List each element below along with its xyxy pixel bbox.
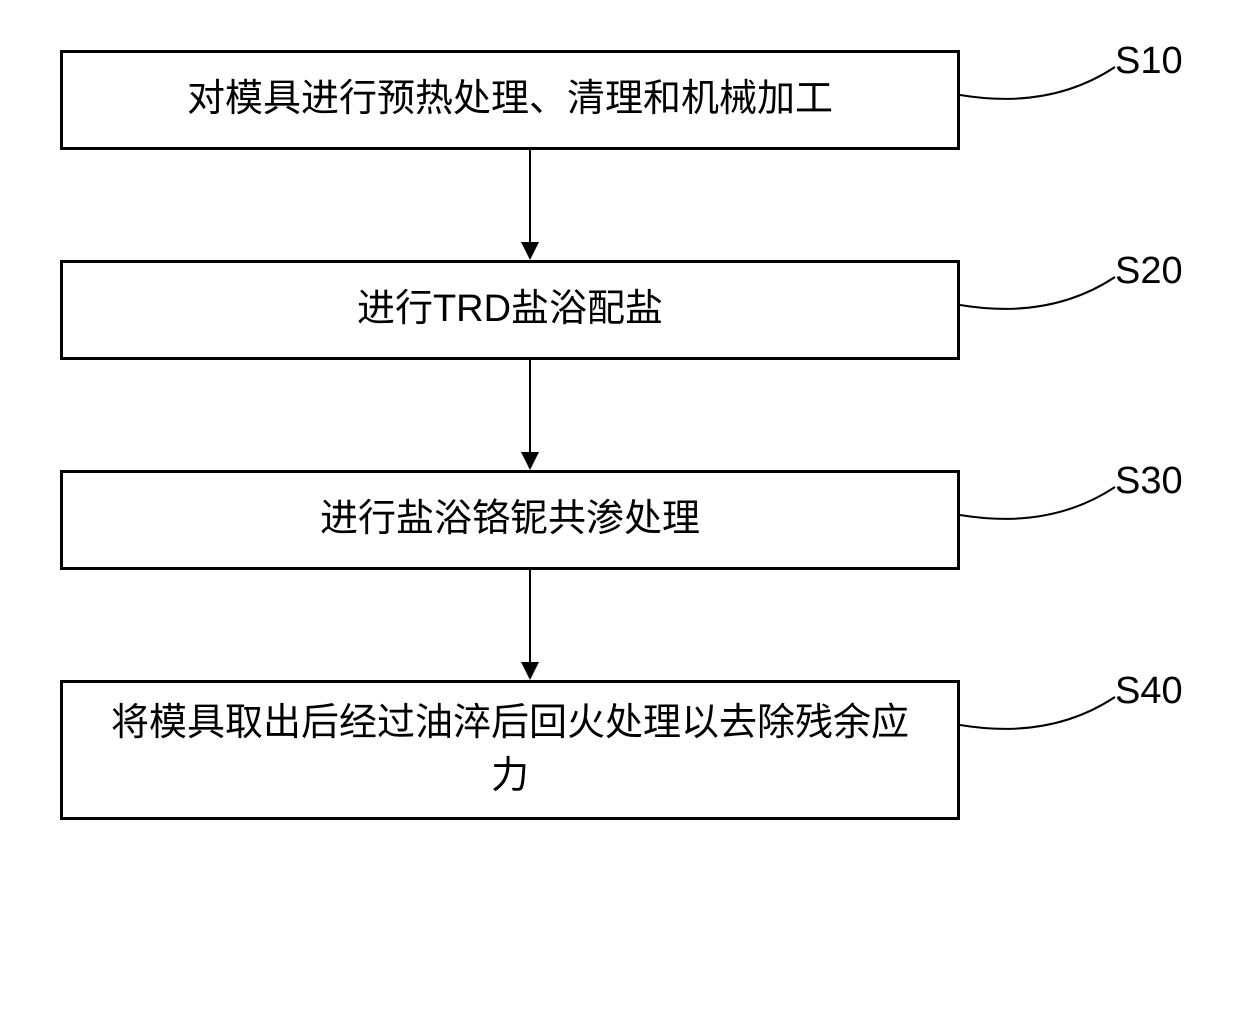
step-label-s30: S30 xyxy=(1115,460,1183,503)
connector-s20 xyxy=(960,265,1140,325)
step-text-s30: 进行盐浴铬铌共渗处理 xyxy=(320,493,700,546)
step-label-s40: S40 xyxy=(1115,670,1183,713)
step-box-s10: 对模具进行预热处理、清理和机械加工 xyxy=(60,50,960,150)
step-box-s20: 进行TRD盐浴配盐 xyxy=(60,260,960,360)
flowchart-container: 对模具进行预热处理、清理和机械加工 S10 进行TRD盐浴配盐 S20 进行盐浴… xyxy=(60,50,1180,820)
step-label-s10: S10 xyxy=(1115,40,1183,83)
step-label-s20: S20 xyxy=(1115,250,1183,293)
step-s30-wrapper: 进行盐浴铬铌共渗处理 S30 xyxy=(60,470,1180,570)
step-box-s40: 将模具取出后经过油淬后回火处理以去除残余应力 xyxy=(60,680,960,820)
connector-s40 xyxy=(960,685,1140,745)
step-box-s30: 进行盐浴铬铌共渗处理 xyxy=(60,470,960,570)
step-text-s20: 进行TRD盐浴配盐 xyxy=(357,283,663,336)
connector-s30 xyxy=(960,475,1140,535)
step-s40-wrapper: 将模具取出后经过油淬后回火处理以去除残余应力 S40 xyxy=(60,680,1180,820)
arrow-s10-s20 xyxy=(510,150,550,260)
step-text-s10: 对模具进行预热处理、清理和机械加工 xyxy=(187,73,833,126)
arrow-s30-s40 xyxy=(510,570,550,680)
step-s20-wrapper: 进行TRD盐浴配盐 S20 xyxy=(60,260,1180,360)
arrow-s20-s30 xyxy=(510,360,550,470)
connector-s10 xyxy=(960,55,1140,115)
step-text-s40: 将模具取出后经过油淬后回火处理以去除残余应力 xyxy=(93,697,927,803)
step-s10-wrapper: 对模具进行预热处理、清理和机械加工 S10 xyxy=(60,50,1180,150)
